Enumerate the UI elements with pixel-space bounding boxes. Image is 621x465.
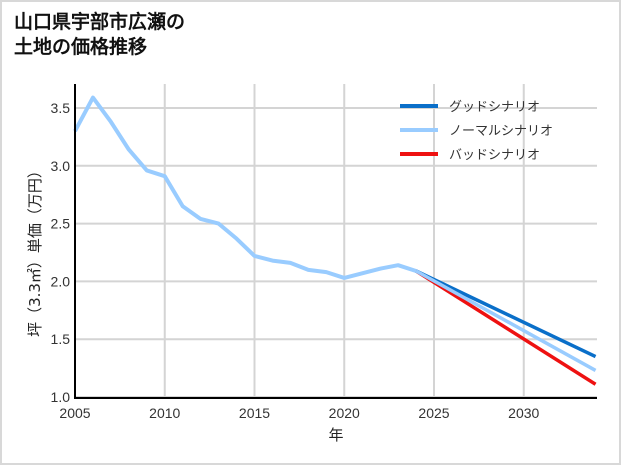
y-tick-label: 3.0	[51, 158, 71, 174]
x-tick-label: 2005	[59, 405, 90, 421]
series-line	[415, 269, 597, 386]
legend-label: グッドシナリオ	[449, 100, 540, 115]
x-tick-label: 2030	[508, 405, 539, 421]
y-tick-label: 3.5	[51, 100, 71, 116]
series-line	[415, 269, 597, 359]
y-tick-label: 2.0	[51, 273, 71, 289]
x-axis-label: 年	[328, 426, 343, 444]
title-line-1: 山口県宇部市広瀬の	[14, 11, 186, 33]
y-axis-label: 坪（3.3㎡）単価（万円）	[26, 163, 44, 337]
y-tick-label: 1.5	[51, 331, 71, 347]
legend-label: バッドシナリオ	[449, 148, 540, 163]
x-tick-label: 2025	[418, 405, 449, 421]
legend-label: ノーマルシナリオ	[449, 124, 553, 139]
x-tick-label: 2020	[329, 405, 360, 421]
series-line	[415, 269, 597, 372]
data-lines	[73, 95, 597, 386]
y-tick-label: 2.5	[51, 216, 71, 232]
x-tick-labels: 2005 2010 2015 2020 2025 2030	[59, 405, 539, 421]
history-line	[73, 95, 417, 280]
chart-title: 山口県宇部市広瀬の 土地の価格推移	[14, 10, 185, 60]
x-tick-label: 2015	[239, 405, 270, 421]
y-tick-label: 1.0	[51, 389, 71, 405]
x-tick-label: 2010	[149, 405, 180, 421]
y-tick-labels: 1.0 1.5 2.0 2.5 3.0 3.5	[51, 100, 71, 405]
title-line-2: 土地の価格推移	[14, 36, 148, 58]
